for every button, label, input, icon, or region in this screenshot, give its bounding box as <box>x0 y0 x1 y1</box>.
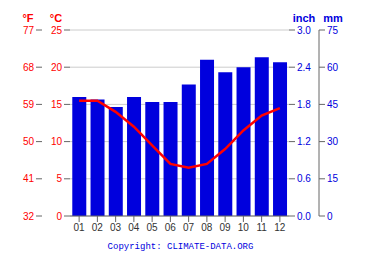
svg-text:32: 32 <box>23 211 35 222</box>
svg-text:0.0: 0.0 <box>297 211 311 222</box>
svg-text:07: 07 <box>183 222 195 233</box>
svg-text:75: 75 <box>327 25 339 36</box>
svg-text:2.4: 2.4 <box>297 62 311 73</box>
svg-text:inch: inch <box>293 12 316 24</box>
svg-text:10: 10 <box>51 136 63 147</box>
svg-text:mm: mm <box>323 12 343 24</box>
svg-text:06: 06 <box>165 222 177 233</box>
svg-text:0: 0 <box>327 211 333 222</box>
svg-text:45: 45 <box>327 99 339 110</box>
svg-text:02: 02 <box>92 222 104 233</box>
svg-text:05: 05 <box>147 222 159 233</box>
svg-text:5: 5 <box>56 173 62 184</box>
svg-text:15: 15 <box>327 173 339 184</box>
svg-text:04: 04 <box>128 222 140 233</box>
svg-text:01: 01 <box>74 222 86 233</box>
svg-text:12: 12 <box>274 222 286 233</box>
svg-text:°F: °F <box>22 12 33 24</box>
svg-text:60: 60 <box>327 62 339 73</box>
html-text:Copyright: CLIMATE-DATA.ORG: Copyright: CLIMATE-DATA.ORG <box>107 242 254 252</box>
svg-text:59: 59 <box>23 99 35 110</box>
svg-text:0: 0 <box>56 211 62 222</box>
svg-text:10: 10 <box>238 222 250 233</box>
svg-text:0.6: 0.6 <box>297 173 311 184</box>
svg-text:68: 68 <box>23 62 35 73</box>
svg-text:20: 20 <box>51 62 63 73</box>
svg-text:15: 15 <box>51 99 63 110</box>
svg-text:77: 77 <box>23 25 35 36</box>
svg-text:41: 41 <box>23 173 35 184</box>
svg-text:50: 50 <box>23 136 35 147</box>
svg-text:30: 30 <box>327 136 339 147</box>
svg-text:1.2: 1.2 <box>297 136 311 147</box>
svg-text:08: 08 <box>201 222 213 233</box>
svg-text:1.8: 1.8 <box>297 99 311 110</box>
svg-text:°C: °C <box>50 12 62 24</box>
svg-text:25: 25 <box>51 25 63 36</box>
svg-text:11: 11 <box>256 222 267 233</box>
svg-text:3.0: 3.0 <box>297 25 311 36</box>
svg-text:03: 03 <box>110 222 122 233</box>
svg-text:09: 09 <box>220 222 232 233</box>
